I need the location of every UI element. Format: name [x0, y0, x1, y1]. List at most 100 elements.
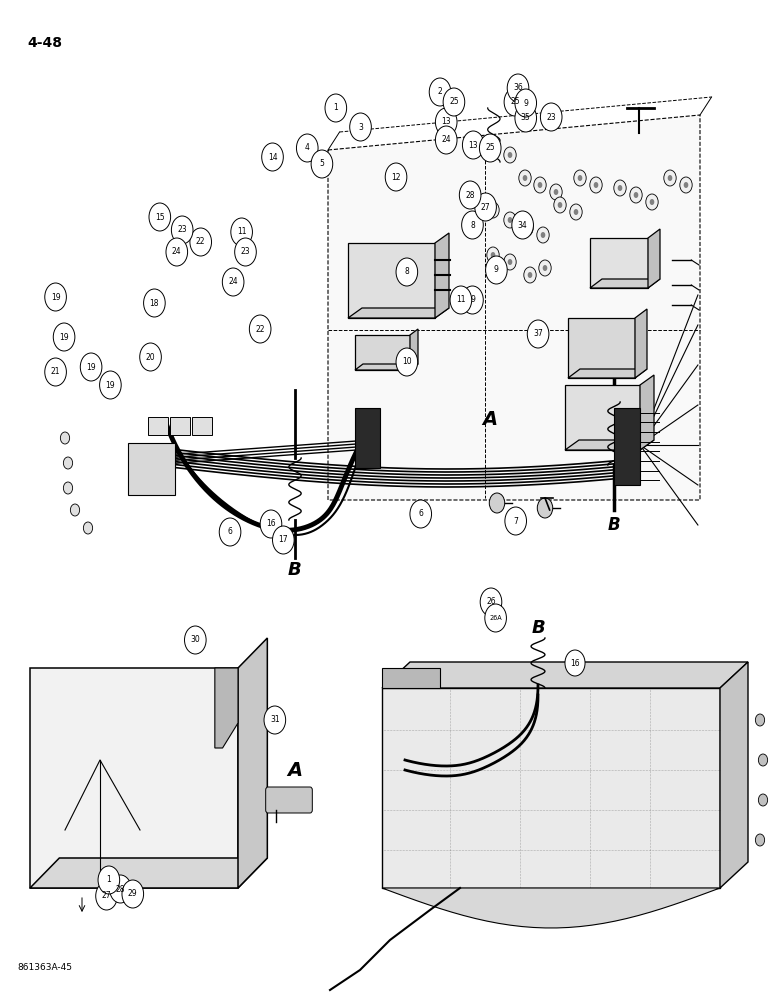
- Circle shape: [144, 289, 165, 317]
- Polygon shape: [568, 369, 647, 378]
- Text: 22: 22: [256, 324, 265, 334]
- Circle shape: [755, 714, 764, 726]
- Circle shape: [80, 353, 102, 381]
- Text: 15: 15: [155, 213, 164, 222]
- Polygon shape: [720, 662, 748, 888]
- Text: 16: 16: [571, 659, 580, 668]
- Polygon shape: [382, 662, 748, 688]
- Text: 23: 23: [547, 112, 556, 121]
- Circle shape: [684, 182, 689, 188]
- Circle shape: [540, 103, 562, 131]
- Text: 21: 21: [51, 367, 60, 376]
- Circle shape: [396, 348, 418, 376]
- Polygon shape: [355, 335, 410, 370]
- Circle shape: [521, 220, 533, 236]
- FancyBboxPatch shape: [192, 417, 212, 435]
- Circle shape: [523, 175, 527, 181]
- Circle shape: [396, 258, 418, 286]
- Circle shape: [487, 202, 499, 218]
- Text: 20: 20: [146, 353, 155, 361]
- Polygon shape: [382, 668, 440, 688]
- Text: 19: 19: [59, 332, 69, 342]
- Text: B: B: [608, 516, 621, 534]
- Text: 13: 13: [442, 117, 451, 126]
- FancyBboxPatch shape: [266, 787, 313, 813]
- Circle shape: [570, 204, 582, 220]
- Text: 9: 9: [523, 99, 528, 107]
- Circle shape: [273, 526, 294, 554]
- Text: 2: 2: [438, 88, 442, 97]
- Circle shape: [45, 358, 66, 386]
- Circle shape: [539, 260, 551, 276]
- Circle shape: [758, 754, 767, 766]
- FancyBboxPatch shape: [148, 417, 168, 435]
- Circle shape: [543, 265, 547, 271]
- Circle shape: [443, 88, 465, 116]
- Text: B: B: [531, 619, 545, 637]
- Circle shape: [577, 175, 582, 181]
- Circle shape: [149, 203, 171, 231]
- Circle shape: [219, 518, 241, 546]
- Text: 12: 12: [391, 172, 401, 182]
- Text: 25: 25: [510, 98, 520, 106]
- Circle shape: [528, 272, 533, 278]
- Text: 19: 19: [51, 292, 60, 302]
- Polygon shape: [355, 364, 418, 370]
- Circle shape: [527, 320, 549, 348]
- Circle shape: [110, 875, 131, 903]
- Circle shape: [630, 187, 642, 203]
- Text: 1: 1: [107, 876, 111, 884]
- Circle shape: [489, 493, 505, 513]
- Circle shape: [537, 498, 553, 518]
- Text: 23: 23: [241, 247, 250, 256]
- Polygon shape: [30, 668, 238, 888]
- Polygon shape: [640, 375, 654, 450]
- Polygon shape: [648, 229, 660, 288]
- Circle shape: [53, 323, 75, 351]
- Circle shape: [63, 457, 73, 469]
- Circle shape: [462, 211, 483, 239]
- Text: 7: 7: [513, 516, 518, 526]
- Text: 1: 1: [334, 104, 338, 112]
- Circle shape: [262, 143, 283, 171]
- Text: 23: 23: [178, 226, 187, 234]
- Polygon shape: [565, 440, 654, 450]
- Circle shape: [475, 193, 496, 221]
- Circle shape: [485, 604, 506, 632]
- Text: 24: 24: [229, 277, 238, 286]
- Text: 37: 37: [533, 330, 543, 338]
- Circle shape: [190, 228, 212, 256]
- Circle shape: [231, 218, 252, 246]
- Circle shape: [296, 134, 318, 162]
- Circle shape: [491, 252, 496, 258]
- Text: 31: 31: [270, 716, 279, 724]
- Circle shape: [634, 192, 638, 198]
- Circle shape: [550, 184, 562, 200]
- Circle shape: [614, 180, 626, 196]
- Text: 861363A-45: 861363A-45: [17, 962, 72, 972]
- Circle shape: [171, 216, 193, 244]
- Text: 9: 9: [470, 296, 475, 304]
- Circle shape: [450, 286, 472, 314]
- Polygon shape: [348, 308, 449, 318]
- Polygon shape: [328, 115, 700, 500]
- Text: 17: 17: [279, 536, 288, 544]
- Circle shape: [128, 888, 136, 898]
- Text: 29: 29: [128, 890, 137, 898]
- Circle shape: [646, 194, 659, 210]
- Circle shape: [537, 182, 542, 188]
- Circle shape: [487, 247, 499, 263]
- Circle shape: [680, 177, 692, 193]
- Circle shape: [755, 834, 764, 846]
- Circle shape: [650, 199, 655, 205]
- Polygon shape: [568, 318, 635, 378]
- Circle shape: [565, 650, 585, 676]
- Text: 28: 28: [466, 190, 475, 200]
- Circle shape: [264, 706, 286, 734]
- Circle shape: [96, 882, 117, 910]
- Text: 34: 34: [518, 221, 527, 230]
- Polygon shape: [30, 858, 267, 888]
- Text: 19: 19: [86, 362, 96, 371]
- FancyBboxPatch shape: [128, 443, 175, 495]
- Circle shape: [504, 254, 516, 270]
